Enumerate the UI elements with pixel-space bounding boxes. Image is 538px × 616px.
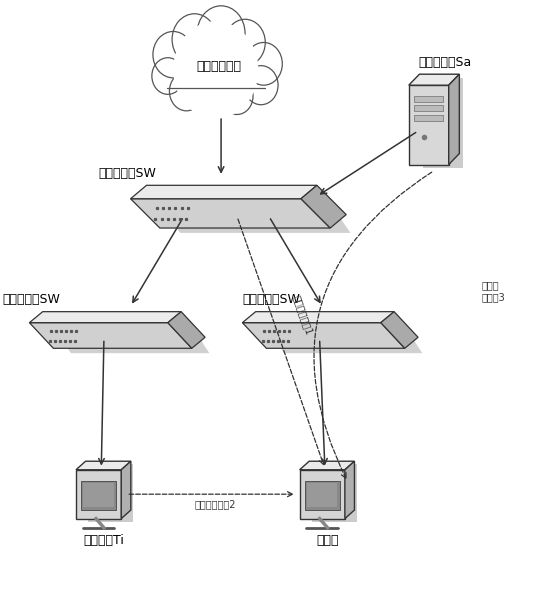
FancyBboxPatch shape [83, 483, 114, 508]
Text: 中间交换机SW: 中间交换机SW [98, 167, 157, 180]
Polygon shape [121, 461, 131, 519]
Text: 本终端: 本终端 [316, 534, 339, 547]
Polygon shape [423, 78, 463, 168]
Polygon shape [131, 185, 317, 199]
Circle shape [197, 6, 245, 61]
Circle shape [225, 19, 265, 66]
Polygon shape [449, 74, 459, 164]
Polygon shape [168, 312, 205, 348]
Circle shape [245, 43, 282, 85]
FancyBboxPatch shape [76, 470, 121, 519]
Text: 索取到
的数据3: 索取到 的数据3 [482, 280, 506, 302]
Polygon shape [30, 323, 192, 348]
Circle shape [152, 58, 184, 94]
FancyBboxPatch shape [305, 480, 339, 510]
FancyBboxPatch shape [81, 480, 116, 510]
Text: 视频组播网络: 视频组播网络 [196, 60, 241, 73]
Circle shape [221, 78, 253, 115]
Circle shape [173, 21, 258, 119]
Polygon shape [47, 317, 209, 353]
Polygon shape [30, 312, 181, 323]
Circle shape [169, 13, 263, 121]
Polygon shape [88, 464, 133, 522]
Polygon shape [76, 461, 131, 470]
Polygon shape [312, 464, 357, 522]
Polygon shape [301, 185, 346, 228]
Polygon shape [131, 199, 330, 228]
Circle shape [169, 71, 203, 111]
Text: 专用服务器Sa: 专用服务器Sa [418, 55, 471, 69]
FancyBboxPatch shape [300, 470, 345, 519]
FancyBboxPatch shape [414, 105, 443, 111]
Circle shape [172, 14, 217, 65]
Circle shape [194, 79, 226, 116]
Circle shape [153, 31, 193, 78]
Polygon shape [151, 190, 350, 233]
FancyBboxPatch shape [414, 95, 443, 102]
Text: 索取到的数据1: 索取到的数据1 [291, 294, 314, 336]
Polygon shape [243, 323, 405, 348]
Text: 边缘交换机SW: 边缘交换机SW [3, 293, 61, 306]
Polygon shape [300, 461, 355, 470]
Polygon shape [409, 74, 459, 85]
Circle shape [244, 66, 278, 105]
Polygon shape [345, 461, 355, 519]
FancyBboxPatch shape [409, 85, 449, 164]
Text: 邻居终端Ti: 邻居终端Ti [83, 534, 124, 547]
FancyBboxPatch shape [307, 483, 337, 508]
FancyBboxPatch shape [414, 115, 443, 121]
Polygon shape [381, 312, 418, 348]
Polygon shape [260, 317, 422, 353]
Text: 索取到的数据2: 索取到的数据2 [195, 499, 237, 509]
Polygon shape [243, 312, 394, 323]
Text: 边缘交换机SW: 边缘交换机SW [243, 293, 300, 306]
